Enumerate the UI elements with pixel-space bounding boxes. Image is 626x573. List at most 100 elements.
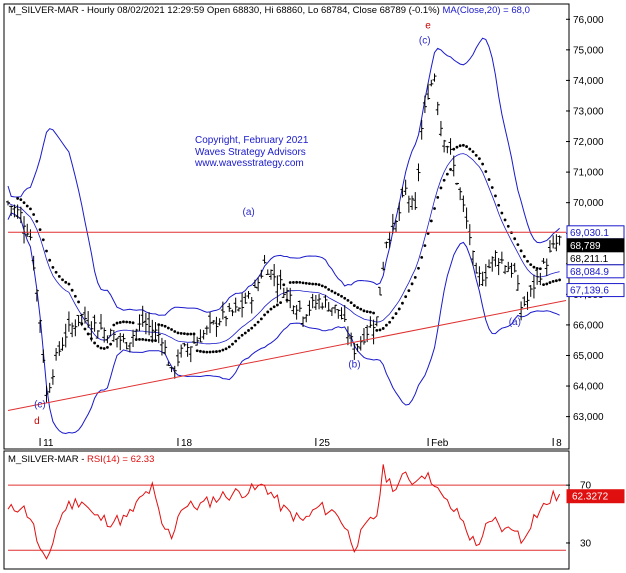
ohlc-bar <box>102 327 107 343</box>
ohlc-bar <box>368 316 373 328</box>
ohlc-bar <box>201 329 206 340</box>
ma-dot <box>349 301 353 305</box>
ma-dot <box>385 323 388 327</box>
ohlc-bar <box>288 287 293 309</box>
ma-dot <box>93 341 96 345</box>
ma-dot <box>231 342 234 346</box>
price-tag: 69,030.1 <box>566 225 625 240</box>
price-tags: 69,030.1 68,789 68,211.1 68,084.9 67,139.6 <box>566 225 625 298</box>
ohlc-bar <box>172 365 177 379</box>
ma-dot <box>548 281 552 284</box>
ohlc-bar <box>163 340 168 355</box>
price-tag-box <box>566 283 625 298</box>
ohlc-bar <box>499 251 504 264</box>
ohlc-bar <box>535 268 540 285</box>
ohlc-bar <box>515 274 520 291</box>
ohlc-bar <box>131 329 136 348</box>
ma-dot <box>317 283 321 287</box>
ma-dot <box>237 336 241 340</box>
ohlc-bar <box>342 305 347 322</box>
ma-dot <box>61 278 64 282</box>
ma-dot <box>138 337 141 341</box>
ohlc-bar <box>474 262 479 274</box>
ma-dot <box>154 339 157 342</box>
ma-dot <box>83 327 87 331</box>
ma-dot <box>29 207 32 211</box>
price-y-tick-label: 76,000 <box>573 15 604 26</box>
ma-dot <box>522 255 526 258</box>
ma-dot <box>298 280 302 284</box>
ohlc-bar <box>371 319 376 345</box>
ohlc-bar <box>47 382 52 393</box>
ohlc-bar <box>54 348 59 361</box>
ohlc-bar <box>140 305 145 327</box>
ohlc-bar <box>509 262 514 278</box>
ma-dot <box>221 348 225 352</box>
ma-dot <box>173 330 177 333</box>
ohlc-bar <box>313 295 318 310</box>
ohlc-bar <box>211 320 216 325</box>
ma-dot <box>38 228 42 231</box>
ohlc-bar <box>31 255 36 271</box>
ma-dot <box>292 281 295 284</box>
ma-dot <box>516 243 520 247</box>
ohlc-bar <box>291 305 296 315</box>
ma-dot <box>336 293 340 296</box>
moving-average-dots <box>16 143 561 354</box>
ohlc-bar <box>115 337 120 348</box>
ma-dot <box>45 249 48 253</box>
ma-dot <box>224 347 228 351</box>
ma-dot <box>526 259 529 263</box>
ohlc-bar <box>310 293 315 309</box>
ma-dot <box>22 201 26 205</box>
ma-dot <box>500 211 504 215</box>
ohlc-bar <box>137 314 142 332</box>
ma-dot <box>263 313 266 317</box>
ohlc-bar <box>252 279 257 288</box>
price-x-tick-label: 25 <box>319 438 331 449</box>
ma-dot <box>163 324 167 328</box>
ohlc-bar <box>432 73 437 82</box>
ohlc-bar <box>304 314 309 323</box>
watermark-line2: Waves Strategy Advisors <box>195 147 306 158</box>
ma-dot <box>195 349 199 353</box>
ma-dot <box>308 282 311 286</box>
ma-dot <box>279 301 282 304</box>
header-symbol: M_SILVER-MAR - Hourly 08/02/2021 12:29:5… <box>8 5 530 16</box>
ohlc-bar <box>166 361 171 366</box>
ma-dot <box>215 350 218 353</box>
ma-dot <box>57 274 61 278</box>
ohlc-bar <box>333 304 338 314</box>
ma-dot <box>529 263 533 267</box>
ohlc-bar <box>496 257 501 276</box>
ohlc-bar <box>506 261 511 273</box>
ohlc-bar <box>454 182 459 186</box>
ohlc-bar <box>307 300 312 316</box>
ohlc-bar <box>208 312 213 334</box>
ma-dot <box>176 331 180 335</box>
ma-dot <box>234 339 238 343</box>
ma-dot <box>202 350 206 354</box>
rsi-levels <box>8 484 566 551</box>
price-tag-box <box>566 264 625 279</box>
ohlc-bar <box>438 120 443 137</box>
ohlc-bar <box>403 179 408 195</box>
ohlc-bar <box>175 349 180 367</box>
ma-dot <box>272 305 276 309</box>
ohlc-bar <box>352 342 357 360</box>
ma-dot <box>506 224 510 228</box>
ohlc-bar <box>230 309 235 317</box>
ma-dot <box>170 328 173 331</box>
ohlc-bar <box>105 335 110 344</box>
ohlc-bar <box>86 311 91 328</box>
ohlc-bar <box>522 296 527 307</box>
ohlc-bar <box>483 263 488 287</box>
ma-dot <box>269 307 273 311</box>
ohlc-bar <box>243 292 248 304</box>
ma-dot <box>51 265 55 269</box>
ma-dot <box>375 328 379 332</box>
annotation-lines <box>7 231 567 411</box>
ma-dot <box>301 281 305 285</box>
ma-dot <box>449 168 452 171</box>
